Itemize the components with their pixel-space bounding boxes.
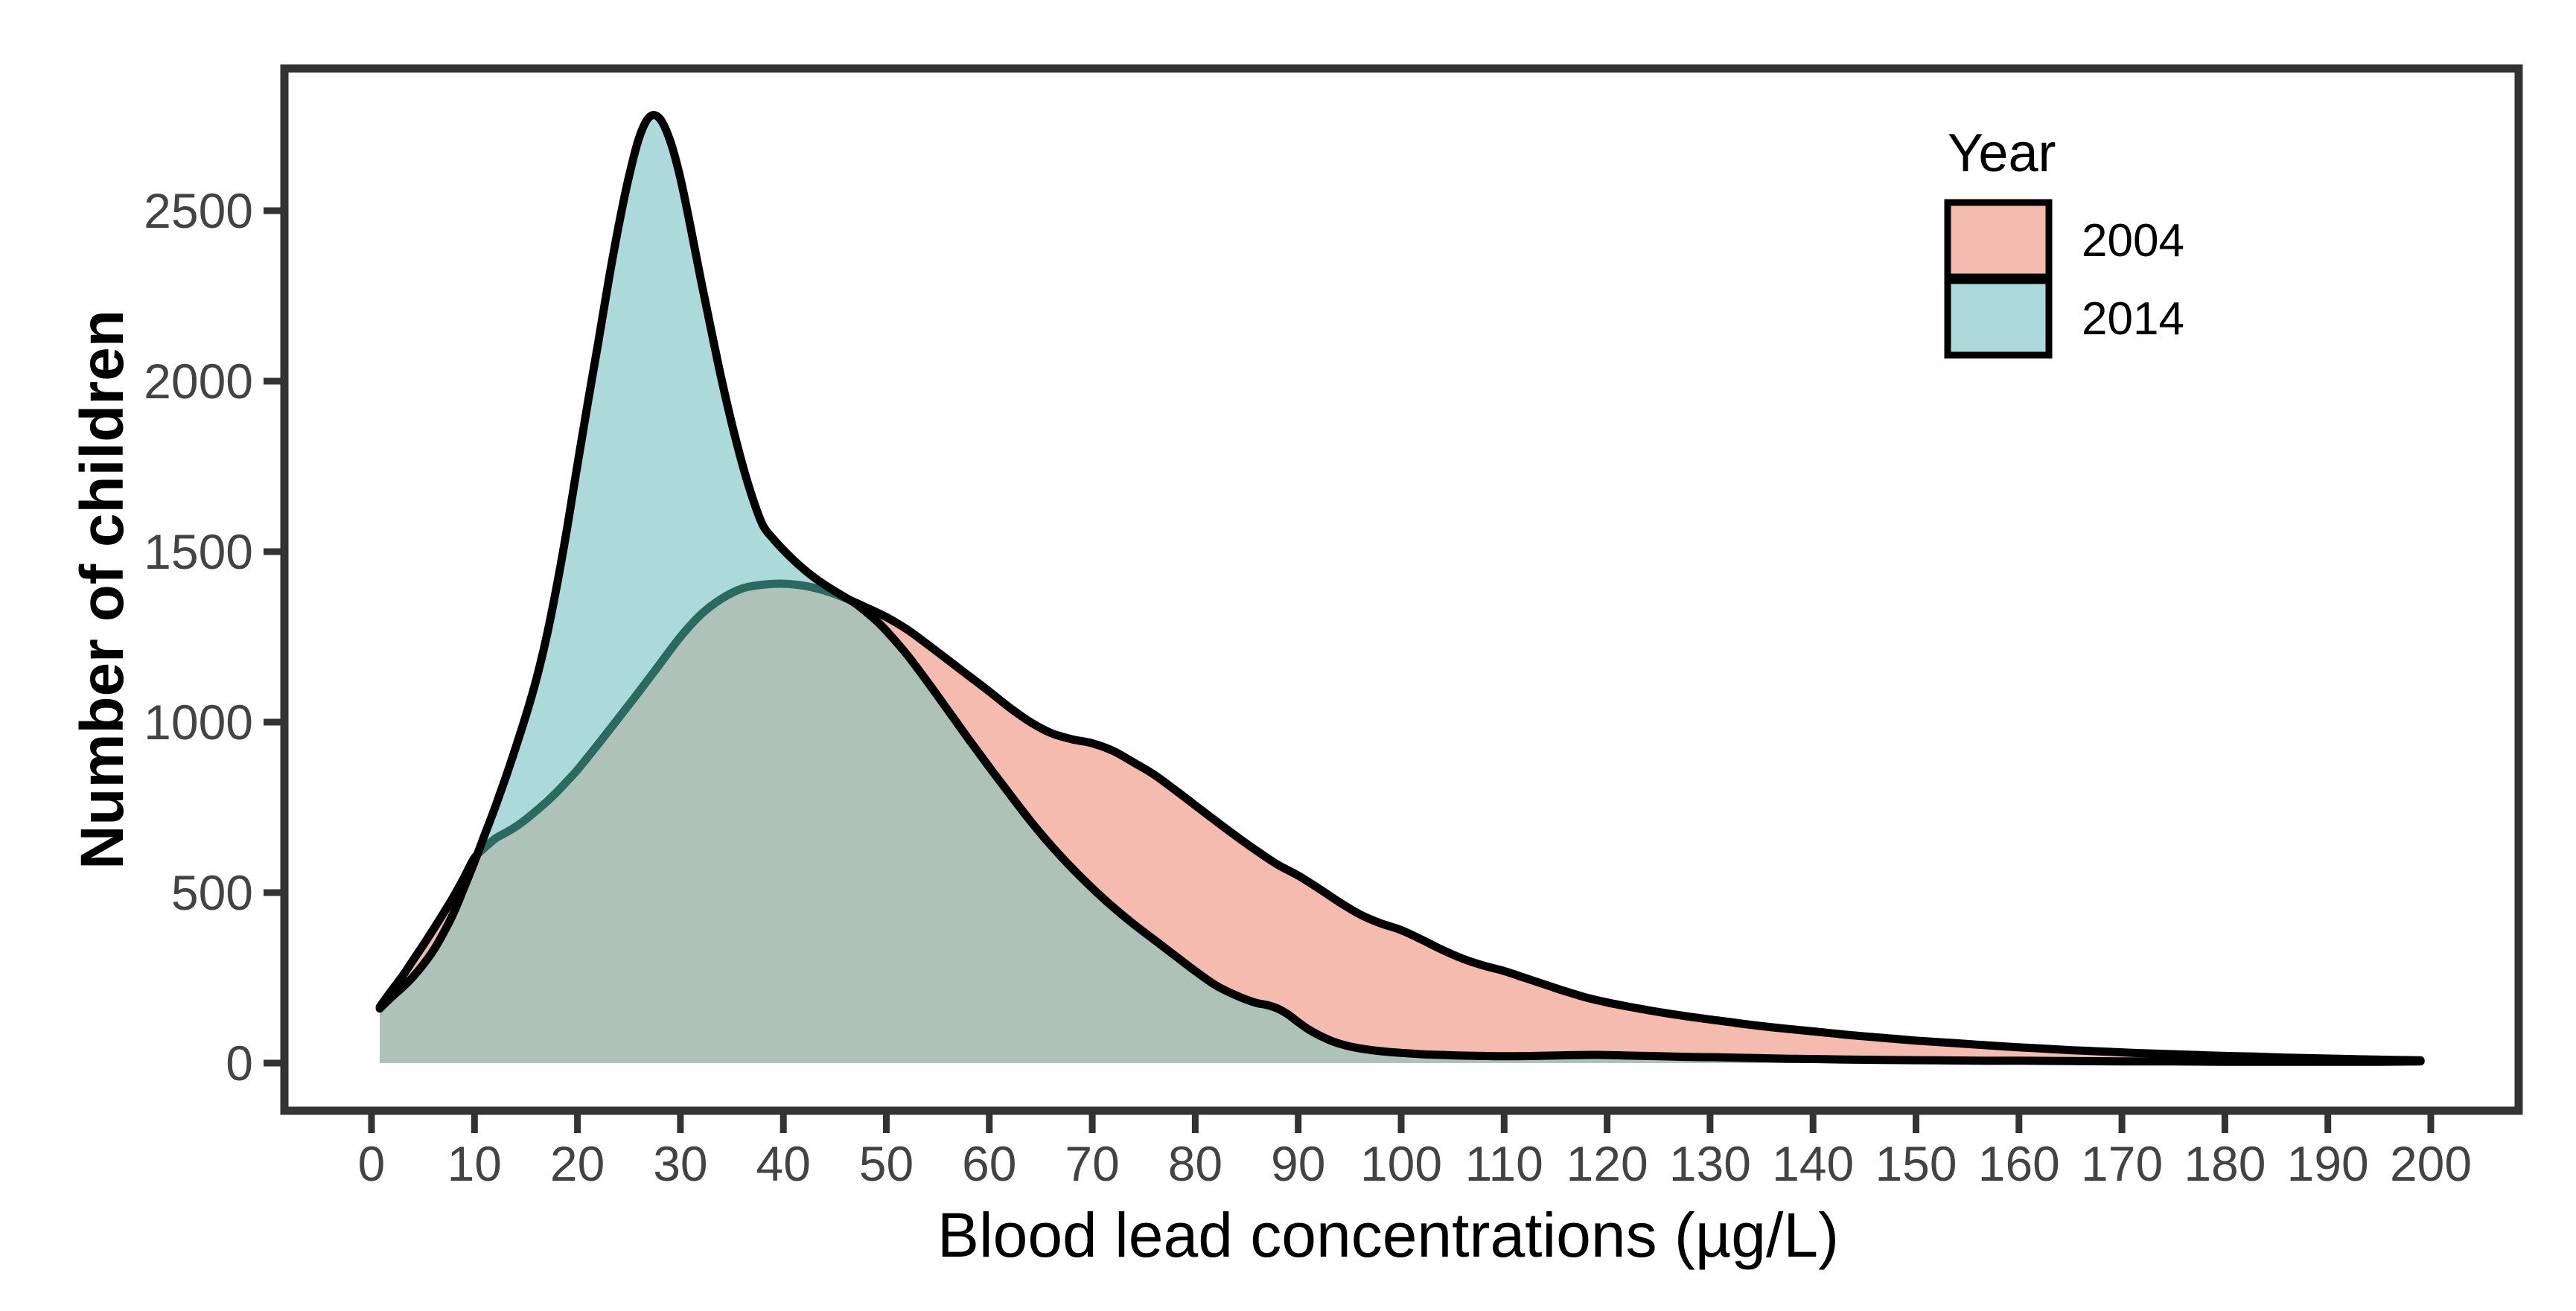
x-tick-label: 50 <box>859 1136 914 1191</box>
x-tick-label: 100 <box>1360 1136 1442 1191</box>
legend-swatch-2004 <box>1944 199 2053 281</box>
y-tick-label: 2500 <box>144 183 253 238</box>
y-tick-label: 2000 <box>144 354 253 409</box>
x-tick-label: 70 <box>1065 1136 1119 1191</box>
y-tick-label: 1000 <box>144 695 253 750</box>
x-tick-label: 90 <box>1271 1136 1325 1191</box>
y-tick-label: 0 <box>226 1036 253 1091</box>
x-tick-label: 130 <box>1669 1136 1751 1191</box>
x-tick-label: 80 <box>1168 1136 1222 1191</box>
legend: Year 2004 2014 <box>1944 124 2184 359</box>
x-tick-label: 110 <box>1465 1136 1543 1191</box>
x-tick-label: 200 <box>2390 1136 2472 1191</box>
legend-label-2004: 2004 <box>2082 215 2184 267</box>
x-tick-label: 30 <box>653 1136 707 1191</box>
x-tick-label: 180 <box>2184 1136 2266 1191</box>
x-tick-label: 150 <box>1875 1136 1957 1191</box>
y-axis-title: Number of children <box>68 310 136 870</box>
x-tick-label: 170 <box>2081 1136 2163 1191</box>
x-tick-label: 0 <box>358 1136 386 1191</box>
panel-border <box>280 64 2523 1115</box>
legend-swatch-2014 <box>1944 277 2053 359</box>
density-line-2014 <box>375 111 2425 1066</box>
legend-title: Year <box>1948 124 2056 183</box>
x-tick-label: 60 <box>962 1136 1016 1191</box>
x-tick-label: 160 <box>1978 1136 2060 1191</box>
legend-label-2014: 2014 <box>2082 293 2184 345</box>
x-tick-label: 20 <box>550 1136 605 1191</box>
density-line-2004-under-2014 <box>478 579 852 861</box>
legend-entry: 2004 <box>1944 199 2184 281</box>
x-tick-label: 40 <box>756 1136 810 1191</box>
x-tick-label: 10 <box>447 1136 502 1191</box>
legend-entry: 2014 <box>1944 277 2184 359</box>
density-line-2004-right <box>851 596 2425 1065</box>
x-tick-label: 120 <box>1566 1136 1648 1191</box>
x-tick-label: 140 <box>1772 1136 1854 1191</box>
y-tick-label: 1500 <box>144 524 253 579</box>
x-axis-title: Blood lead concentrations (µg/L) <box>937 1200 1839 1270</box>
y-tick-label: 500 <box>171 865 253 920</box>
density-area-overlap <box>380 584 2421 1063</box>
x-tick-label: 190 <box>2287 1136 2369 1191</box>
